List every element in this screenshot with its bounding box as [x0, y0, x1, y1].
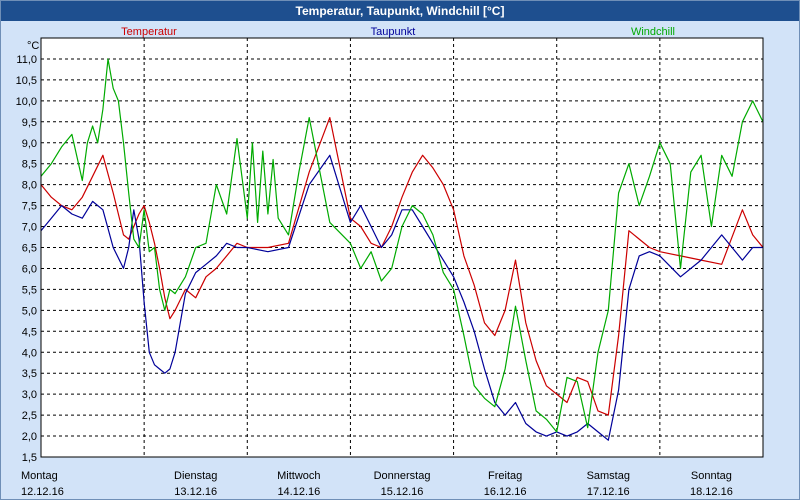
series-line-windchill	[40, 58, 764, 433]
x-tick-date: 14.12.16	[277, 486, 320, 498]
y-tick-label: 4,5	[22, 326, 37, 338]
x-tick-day: Freitag	[488, 470, 522, 482]
x-axis-tick-labels: Montag 12.12.16 Dienstag 13.12.16 Mittwoch 14…	[21, 470, 733, 498]
y-tick-label: 11,0	[16, 54, 37, 66]
y-tick-label: 9,0	[22, 138, 37, 150]
y-tick-label: 7,5	[22, 201, 37, 213]
legend-entry-temperatur: Temperatur	[121, 26, 177, 38]
line-chart: 1,5 2,0 2,5 3,0 3,5 4,0 4,5 5,0 5,5 6,0 6,5 7,0 7,5 8…	[16, 26, 764, 498]
y-tick-label: 3,0	[22, 389, 37, 401]
horizontal-gridlines	[41, 58, 763, 437]
y-tick-label: 8,5	[22, 159, 37, 171]
legend-entry-taupunkt: Taupunkt	[371, 26, 416, 38]
legend-entry-windchill: Windchill	[631, 26, 675, 38]
legend: Temperatur Taupunkt Windchill	[121, 26, 675, 38]
x-tick-date: 13.12.16	[174, 486, 217, 498]
y-tick-label: 9,5	[22, 117, 37, 129]
series-lines	[40, 58, 764, 441]
y-tick-label: 5,0	[22, 305, 37, 317]
y-tick-label: 2,5	[22, 410, 37, 422]
series-line-taupunkt	[40, 154, 763, 441]
vertical-gridlines	[143, 38, 661, 457]
y-tick-label: 1,5	[22, 452, 37, 464]
y-tick-label: 6,5	[22, 243, 37, 255]
y-tick-label: 2,0	[22, 431, 37, 443]
x-tick-date: 17.12.16	[587, 486, 630, 498]
x-tick-day: Samstag	[587, 470, 630, 482]
y-tick-label: 4,0	[22, 347, 37, 359]
y-tick-label: 5,5	[22, 284, 37, 296]
x-tick-day: Montag	[21, 470, 58, 482]
y-tick-label: 10,5	[16, 75, 37, 87]
x-tick-date: 18.12.16	[690, 486, 733, 498]
plot-border	[40, 37, 764, 458]
y-tick-label: 10,0	[16, 96, 37, 108]
x-tick-day: Dienstag	[174, 470, 217, 482]
x-tick-date: 12.12.16	[21, 486, 64, 498]
chart-title: Temperatur, Taupunkt, Windchill [°C]	[1, 1, 799, 21]
y-tick-label: 8,0	[22, 180, 37, 192]
x-tick-day: Sonntag	[691, 470, 732, 482]
y-axis-label: °C	[27, 40, 39, 52]
y-axis-tick-labels: 1,5 2,0 2,5 3,0 3,5 4,0 4,5 5,0 5,5 6,0 6,5 7,0 7,5 8…	[16, 54, 37, 464]
y-tick-label: 6,0	[22, 263, 37, 275]
y-tick-label: 7,0	[22, 222, 37, 234]
x-tick-day: Donnerstag	[374, 470, 431, 482]
x-tick-date: 16.12.16	[484, 486, 527, 498]
x-tick-date: 15.12.16	[381, 486, 424, 498]
x-tick-day: Mittwoch	[277, 470, 320, 482]
y-tick-label: 3,5	[22, 368, 37, 380]
